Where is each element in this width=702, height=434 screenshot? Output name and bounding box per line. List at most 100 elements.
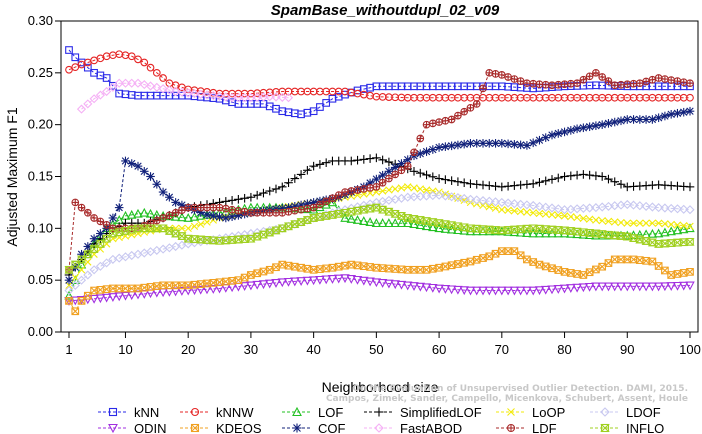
data-point (402, 281, 413, 291)
data-point (635, 229, 645, 239)
legend-label: SimplifiedLOF (400, 405, 482, 420)
data-point (252, 92, 262, 102)
data-point (234, 206, 243, 215)
data-point (316, 103, 324, 111)
data-point (666, 110, 676, 119)
data-point (516, 180, 525, 190)
legend-item-ldof: LDOF (590, 405, 661, 420)
data-point (146, 63, 155, 72)
x-tick-label: 10 (118, 342, 132, 357)
data-point (459, 178, 469, 188)
data-point (623, 219, 631, 227)
data-point (497, 71, 506, 79)
data-point (585, 72, 594, 81)
legend-marker (506, 423, 516, 433)
series-line (68, 110, 691, 281)
data-point (65, 297, 73, 305)
data-point (83, 63, 92, 72)
data-point (416, 265, 425, 274)
data-point (422, 170, 431, 180)
data-point (673, 108, 682, 118)
data-point (598, 262, 607, 271)
data-point (553, 204, 563, 214)
data-point (604, 217, 613, 225)
data-point (77, 203, 86, 212)
data-point (642, 219, 650, 227)
data-point (196, 89, 206, 99)
data-point (315, 160, 325, 169)
data-point (170, 229, 181, 238)
y-axis: 0.00 0.05 0.10 0.15 0.20 0.25 0.30 (28, 13, 61, 339)
series-inflo (64, 203, 695, 274)
data-point (178, 206, 186, 215)
chart-title: SpamBase_withoutdupl_02_v09 (271, 2, 500, 19)
data-point (247, 271, 255, 279)
data-point (189, 89, 200, 99)
data-point (534, 201, 545, 211)
data-point (446, 285, 457, 295)
data-point (215, 278, 224, 287)
series-line (68, 72, 691, 270)
data-point (152, 224, 162, 233)
data-point (616, 282, 626, 292)
data-point (591, 121, 601, 131)
data-point (322, 99, 331, 107)
data-point (321, 158, 331, 167)
data-point (309, 161, 318, 171)
data-point (472, 100, 481, 108)
legend-marker (600, 407, 610, 417)
data-point (441, 175, 450, 184)
data-point (660, 227, 670, 237)
legend-item-odin: ODIN (98, 421, 167, 434)
data-point (108, 213, 118, 223)
data-point (102, 74, 111, 82)
data-point (440, 191, 450, 201)
y-tick-label: 0.20 (28, 117, 53, 132)
data-point (158, 84, 168, 94)
data-point (447, 192, 457, 202)
data-point (177, 232, 187, 240)
data-point (497, 197, 507, 207)
series-fastabod (76, 78, 294, 114)
series-line (68, 277, 691, 302)
data-point (328, 194, 337, 203)
data-point (642, 77, 650, 86)
data-point (409, 167, 419, 176)
data-point (478, 196, 488, 206)
data-point (523, 208, 531, 216)
data-point (95, 294, 106, 304)
data-point (240, 273, 249, 282)
data-point (453, 193, 463, 203)
data-point (65, 65, 73, 74)
data-point (372, 153, 381, 163)
data-point (253, 208, 262, 217)
data-point (410, 184, 418, 192)
data-point (434, 284, 444, 294)
data-point (240, 93, 250, 103)
data-point (252, 280, 262, 290)
data-point (685, 281, 695, 291)
data-point (134, 55, 142, 64)
data-point (341, 188, 349, 196)
data-point (189, 235, 200, 243)
data-point (90, 214, 98, 222)
data-point (365, 217, 375, 226)
data-point (666, 226, 676, 236)
data-point (485, 252, 494, 261)
data-point (547, 175, 557, 184)
data-point (145, 208, 156, 218)
data-point (359, 155, 369, 164)
data-point (628, 282, 639, 292)
data-point (109, 81, 117, 90)
data-point (522, 141, 532, 150)
data-point (378, 187, 387, 195)
data-point (466, 179, 475, 189)
data-point (127, 78, 137, 88)
data-point (415, 282, 426, 292)
data-point (509, 286, 520, 296)
data-point (498, 205, 506, 214)
data-point (529, 79, 538, 88)
data-point (466, 139, 475, 148)
series-knn (65, 46, 694, 119)
